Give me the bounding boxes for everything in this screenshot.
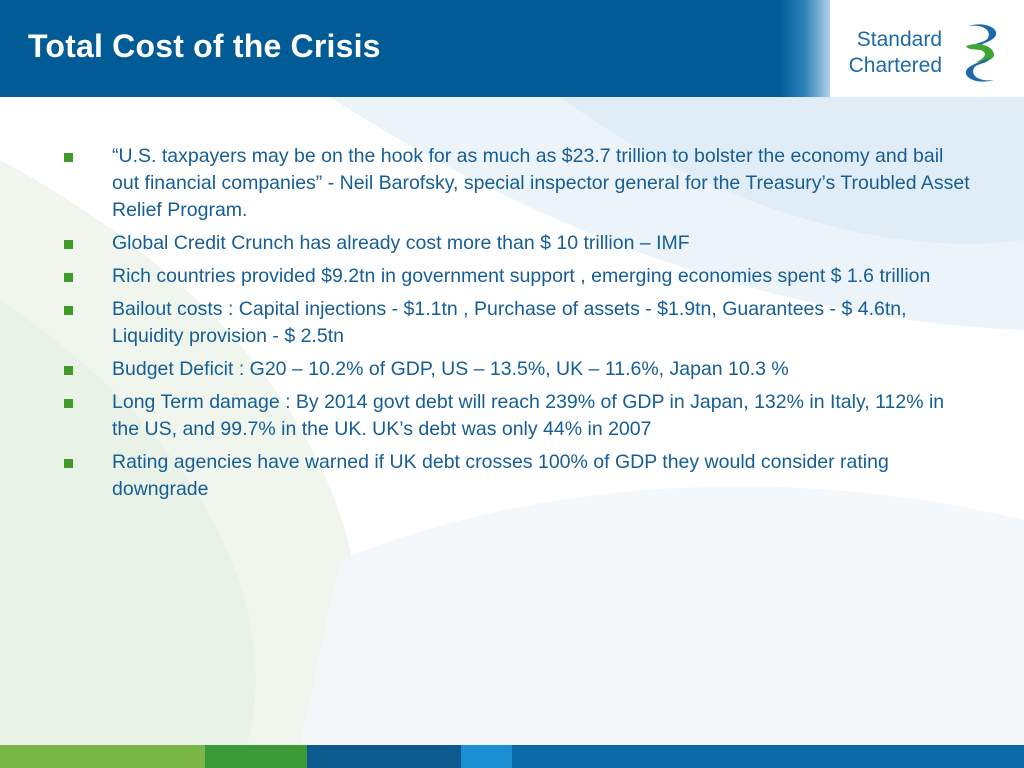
bullet-item: “U.S. taxpayers may be on the hook for a… [64,143,974,224]
footer-segment [307,745,461,768]
bullet-item: Rating agencies have warned if UK debt c… [64,449,974,503]
logo-area [830,0,1024,97]
bullet-text: Budget Deficit : G20 – 10.2% of GDP, US … [112,358,789,380]
logo-text-line2: Chartered [848,54,942,77]
bullet-text: Rich countries provided $9.2tn in govern… [112,265,931,287]
bullet-text: “U.S. taxpayers may be on the hook for a… [112,145,970,221]
square-bullet-icon [64,240,73,249]
square-bullet-icon [64,459,73,468]
bullet-text: Global Credit Crunch has already cost mo… [112,232,690,254]
bullet-text: Rating agencies have warned if UK debt c… [112,451,889,500]
slide-title: Total Cost of the Crisis [28,28,381,64]
bullet-item: Budget Deficit : G20 – 10.2% of GDP, US … [64,356,974,383]
bullet-item: Bailout costs : Capital injections - $1.… [64,296,974,350]
bullet-item: Rich countries provided $9.2tn in govern… [64,263,974,290]
footer-color-bar [0,745,1024,768]
square-bullet-icon [64,153,73,162]
standard-chartered-logo: Standard Chartered [848,22,1008,84]
square-bullet-icon [64,273,73,282]
footer-segment [512,745,1024,768]
bullet-text: Long Term damage : By 2014 govt debt wil… [112,391,945,440]
bullet-list: “U.S. taxpayers may be on the hook for a… [64,143,974,509]
square-bullet-icon [64,306,73,315]
square-bullet-icon [64,399,73,408]
standard-chartered-swoosh-icon [965,24,997,82]
footer-segment [0,745,205,768]
logo-text-line1: Standard [856,28,942,51]
footer-segment [461,745,512,768]
bullet-item: Long Term damage : By 2014 govt debt wil… [64,389,974,443]
square-bullet-icon [64,366,73,375]
bullet-item: Global Credit Crunch has already cost mo… [64,230,974,257]
footer-segment [205,745,307,768]
header-bar [0,0,800,97]
bullet-text: Bailout costs : Capital injections - $1.… [112,298,907,347]
